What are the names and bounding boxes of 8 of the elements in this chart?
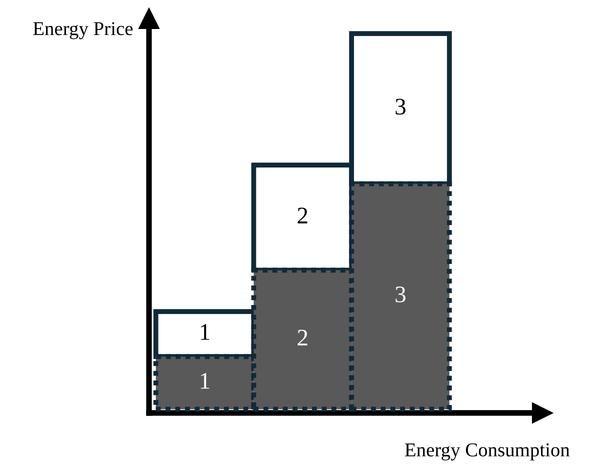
annotation: 1 bbox=[200, 324, 210, 340]
annotation: 1 bbox=[200, 373, 210, 389]
annotation: 3 bbox=[396, 98, 406, 115]
x-axis-title: Energy Consumption bbox=[404, 443, 570, 460]
y-axis-title: Energy Price bbox=[33, 22, 133, 40]
annotation: 2 bbox=[298, 208, 308, 224]
annotation: 2 bbox=[298, 330, 308, 346]
annotation: 3 bbox=[396, 286, 406, 302]
